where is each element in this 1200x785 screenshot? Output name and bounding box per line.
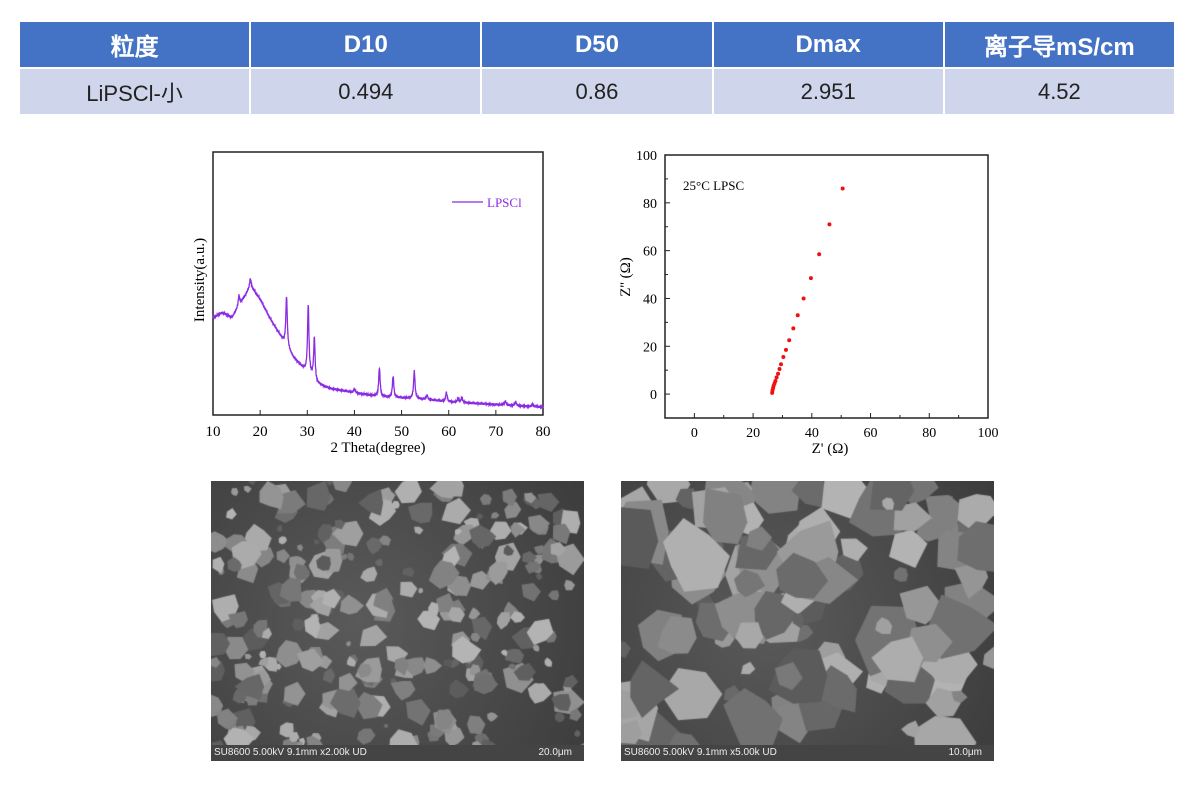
header-conductivity: 离子导mS/cm: [942, 20, 1177, 69]
x-tick-label: 80: [922, 426, 936, 441]
x-tick-label: 100: [978, 426, 999, 441]
x-tick-label: 20: [746, 426, 760, 441]
data-point: [801, 296, 806, 301]
particle-size-table: 粒度 D10 D50 Dmax 离子导mS/cm LiPSCl-小 0.494 …: [17, 20, 1177, 116]
x-tick-label: 10: [206, 424, 221, 440]
cell-d50: 0.86: [480, 67, 714, 116]
y-tick-label: 40: [643, 292, 657, 307]
header-d50: D50: [480, 20, 714, 69]
x-tick-label: 40: [805, 426, 819, 441]
data-point: [777, 366, 782, 371]
x-tick-label: 0: [691, 426, 698, 441]
data-point: [781, 355, 786, 360]
y-axis-label: Z'' (Ω): [618, 257, 634, 296]
header-size: 粒度: [17, 20, 252, 69]
xrd-series-line: [212, 278, 544, 410]
data-point: [783, 347, 788, 352]
data-point: [787, 338, 792, 343]
x-tick-label: 80: [536, 424, 551, 440]
data-point: [773, 378, 778, 383]
x-tick-label: 70: [488, 424, 503, 440]
chart-annotation: 25°C LPSC: [683, 178, 744, 193]
data-point: [840, 186, 845, 191]
y-tick-label: 20: [643, 340, 657, 355]
scale-bar-label: 20.0μm: [538, 747, 572, 758]
xrd-chart: 10 20 30 40 50 60 70 80 LPSCl 2 Theta(degree) I…: [192, 151, 551, 456]
y-tick-label: 80: [643, 197, 657, 212]
sem-info: SU8600 5.00kV 9.1mm x5.00k UD: [624, 747, 777, 758]
cell-dmax: 2.951: [711, 67, 945, 116]
sem-image-high-mag: SU8600 5.00kV 9.1mm x5.00k UD 10.0μm: [621, 481, 994, 761]
cell-conductivity: 4.52: [942, 67, 1177, 116]
header-dmax: Dmax: [711, 20, 945, 69]
eis-plot-frame: [664, 154, 989, 419]
data-point: [795, 313, 800, 318]
data-point: [778, 362, 783, 367]
cell-d10: 0.494: [249, 67, 483, 116]
cell-sample: LiPSCl-小: [17, 67, 252, 116]
sem-info: SU8600 5.00kV 9.1mm x2.00k UD: [214, 747, 367, 758]
data-point: [827, 222, 832, 227]
y-tick-label: 60: [643, 245, 657, 260]
data-point: [817, 252, 822, 257]
x-tick-label: 60: [864, 426, 878, 441]
x-axis-label: Z' (Ω): [812, 441, 849, 457]
eis-chart: 0 20 40 60 80 100 0 20 40 60 80 100 25°C LPSC Z' (Ω…: [618, 149, 999, 457]
data-point: [776, 371, 781, 376]
header-d10: D10: [249, 20, 483, 69]
xrd-plot-frame: [212, 151, 544, 416]
sem-image-low-mag: SU8600 5.00kV 9.1mm x2.00k UD 20.0μm: [211, 481, 584, 761]
x-tick-label: 20: [253, 424, 268, 440]
x-tick-label: 50: [394, 424, 409, 440]
table-row: LiPSCl-小 0.494 0.86 2.951 4.52: [17, 67, 1177, 116]
scale-bar-label: 10.0μm: [948, 747, 982, 758]
legend-label: LPSCl: [487, 195, 522, 210]
data-point: [808, 276, 813, 281]
y-tick-label: 100: [636, 149, 657, 164]
x-tick-label: 40: [347, 424, 362, 440]
data-point: [791, 326, 796, 331]
x-axis-label: 2 Theta(degree): [330, 440, 425, 456]
y-tick-label: 0: [650, 388, 657, 403]
data-point: [774, 375, 779, 380]
x-tick-label: 60: [441, 424, 456, 440]
y-axis-label: Intensity(a.u.): [192, 238, 208, 322]
x-tick-label: 30: [300, 424, 315, 440]
